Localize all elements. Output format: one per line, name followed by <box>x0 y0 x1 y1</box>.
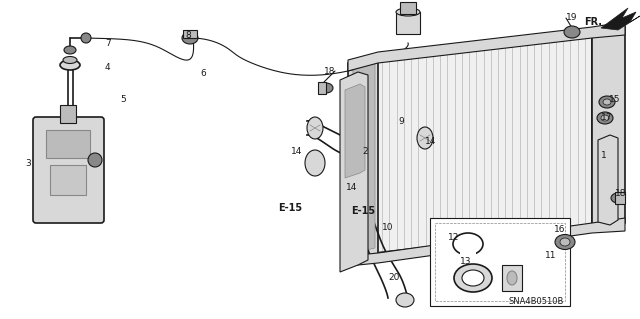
Circle shape <box>88 153 102 167</box>
Text: 14: 14 <box>346 182 357 191</box>
Polygon shape <box>345 84 365 178</box>
Ellipse shape <box>60 60 80 70</box>
Text: 16: 16 <box>554 225 566 234</box>
Text: 17: 17 <box>601 113 612 122</box>
Ellipse shape <box>307 117 323 139</box>
Text: 9: 9 <box>398 117 404 127</box>
Text: 3: 3 <box>25 159 31 167</box>
Text: 20: 20 <box>388 273 399 283</box>
Bar <box>318 82 326 94</box>
Ellipse shape <box>417 127 433 149</box>
Ellipse shape <box>396 293 414 307</box>
Bar <box>460 250 476 262</box>
Text: 7: 7 <box>105 39 111 48</box>
Ellipse shape <box>462 270 484 286</box>
Text: E-15: E-15 <box>351 206 375 216</box>
Circle shape <box>81 33 91 43</box>
Text: 1: 1 <box>601 151 607 160</box>
Text: 4: 4 <box>105 63 111 72</box>
Polygon shape <box>340 72 368 272</box>
Bar <box>50 165 86 195</box>
Bar <box>615 192 625 204</box>
Bar <box>396 12 420 34</box>
Ellipse shape <box>182 32 198 44</box>
Text: 18: 18 <box>323 66 335 76</box>
Ellipse shape <box>64 46 76 54</box>
Text: 19: 19 <box>566 13 577 23</box>
Text: 5: 5 <box>120 95 125 105</box>
Polygon shape <box>592 27 625 228</box>
Polygon shape <box>348 22 625 71</box>
Text: 12: 12 <box>448 233 460 241</box>
Bar <box>60 105 76 123</box>
Ellipse shape <box>560 238 570 246</box>
Polygon shape <box>375 32 592 253</box>
Ellipse shape <box>319 83 333 93</box>
Text: SNA4B0510B: SNA4B0510B <box>508 298 564 307</box>
Polygon shape <box>598 135 618 225</box>
Bar <box>435 223 565 301</box>
Text: 6: 6 <box>200 69 205 78</box>
Polygon shape <box>601 8 640 30</box>
Ellipse shape <box>611 193 625 203</box>
Ellipse shape <box>601 115 609 121</box>
Bar <box>430 218 570 306</box>
Text: 14: 14 <box>425 137 436 145</box>
Bar <box>46 130 90 158</box>
Bar <box>502 265 522 291</box>
Polygon shape <box>348 55 378 263</box>
Ellipse shape <box>603 99 611 105</box>
Ellipse shape <box>396 8 420 16</box>
Bar <box>400 2 416 14</box>
Ellipse shape <box>305 150 325 176</box>
Text: 11: 11 <box>545 250 557 259</box>
Ellipse shape <box>454 264 492 292</box>
Ellipse shape <box>507 271 517 285</box>
FancyBboxPatch shape <box>33 117 104 223</box>
Text: E-15: E-15 <box>278 203 302 213</box>
Text: 2: 2 <box>362 147 367 157</box>
Ellipse shape <box>597 112 613 124</box>
Text: 8: 8 <box>185 32 191 41</box>
Text: 13: 13 <box>460 257 472 266</box>
Text: 14: 14 <box>291 147 302 157</box>
Ellipse shape <box>599 96 615 108</box>
Text: FR.: FR. <box>584 17 602 27</box>
Bar <box>183 30 197 38</box>
Text: 18: 18 <box>615 189 627 197</box>
Ellipse shape <box>564 26 580 38</box>
Text: 10: 10 <box>382 224 394 233</box>
Polygon shape <box>348 218 625 266</box>
Text: 15: 15 <box>609 95 621 105</box>
Ellipse shape <box>63 56 77 63</box>
Ellipse shape <box>555 234 575 249</box>
Polygon shape <box>353 63 375 253</box>
